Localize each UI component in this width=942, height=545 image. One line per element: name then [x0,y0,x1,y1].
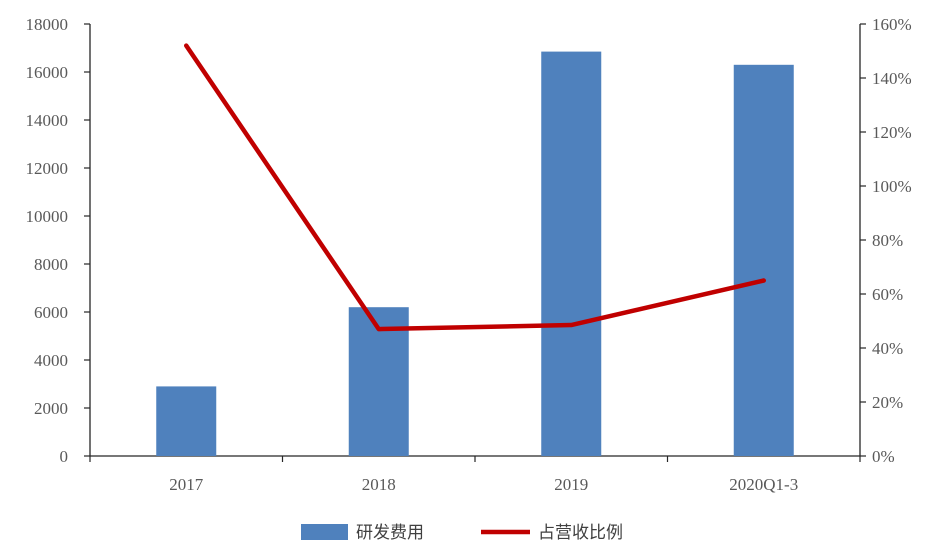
bar [541,51,602,456]
x-tick-label: 2018 [362,475,396,494]
legend-bar-swatch [301,524,348,540]
left-y-axis-ticks: 0 2000 4000 6000 8000 10000 12000 14000 16000 180… [26,15,90,466]
right-y-tick-label: 100% [872,177,912,196]
bar-series [156,51,794,457]
right-y-tick-label: 140% [872,69,912,88]
right-y-tick-label: 20% [872,393,903,412]
x-axis-ticks: 2017 2018 2019 2020Q1-3 [89,456,861,494]
left-y-tick-label: 10000 [26,207,69,226]
right-y-tick-label: 40% [872,339,903,358]
x-tick-label: 2017 [169,475,204,494]
right-y-tick-label: 160% [872,15,912,34]
legend-bar-label: 研发费用 [356,523,424,543]
left-y-tick-label: 8000 [34,255,68,274]
left-y-tick-label: 0 [60,447,69,466]
left-y-tick-label: 6000 [34,303,68,322]
right-y-tick-label: 0% [872,447,895,466]
right-y-tick-label: 60% [872,285,903,304]
legend-line-label: 占营收比例 [538,523,623,543]
left-y-tick-label: 18000 [26,15,69,34]
bar [156,386,217,456]
left-y-tick-label: 14000 [26,111,69,130]
right-y-tick-label: 120% [872,123,912,142]
left-y-tick-label: 12000 [26,159,69,178]
legend: 研发费用 占营收比例 [301,523,623,543]
left-y-tick-label: 4000 [34,351,68,370]
right-y-axis-ticks: 0% 20% 40% 60% 80% 100% 120% 140% 160% [860,15,912,466]
right-y-tick-label: 80% [872,231,903,250]
line-series-path [184,43,766,332]
bar [348,307,409,456]
x-tick-label: 2020Q1-3 [729,475,798,494]
bar [733,64,794,457]
left-y-tick-label: 2000 [34,399,68,418]
left-y-tick-label: 16000 [26,63,69,82]
x-tick-label: 2019 [554,475,588,494]
line-series [184,43,766,332]
